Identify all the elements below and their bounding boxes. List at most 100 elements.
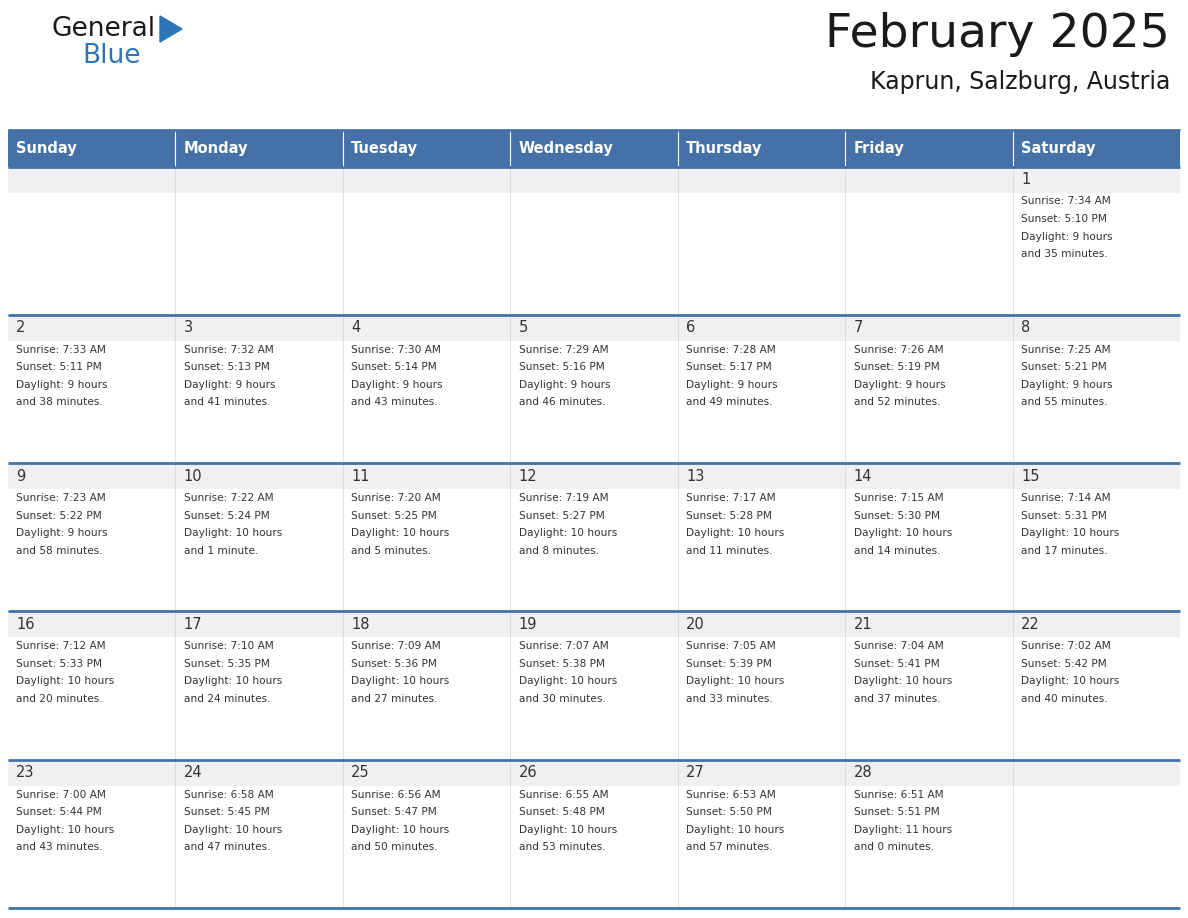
Bar	[1012, 130, 1180, 166]
Text: Daylight: 10 hours: Daylight: 10 hours	[687, 528, 784, 538]
Text: 11: 11	[352, 468, 369, 484]
Bar	[8, 130, 176, 166]
Text: Sunset: 5:16 PM: Sunset: 5:16 PM	[519, 363, 605, 373]
Bar	[8, 611, 176, 637]
Bar	[1012, 463, 1180, 611]
Text: Daylight: 9 hours: Daylight: 9 hours	[352, 380, 443, 390]
Bar	[1012, 760, 1180, 908]
Text: 16: 16	[17, 617, 34, 632]
Text: and 14 minutes.: and 14 minutes.	[853, 545, 940, 555]
Text: Kaprun, Salzburg, Austria: Kaprun, Salzburg, Austria	[870, 70, 1170, 94]
Text: 28: 28	[853, 766, 872, 780]
Text: Sunrise: 7:34 AM: Sunrise: 7:34 AM	[1020, 196, 1111, 207]
Bar	[1012, 166, 1180, 315]
Text: Sunrise: 7:19 AM: Sunrise: 7:19 AM	[519, 493, 608, 503]
Bar	[1012, 315, 1180, 341]
Text: 17: 17	[184, 617, 202, 632]
Text: Daylight: 10 hours: Daylight: 10 hours	[687, 824, 784, 834]
Text: Sunset: 5:11 PM: Sunset: 5:11 PM	[17, 363, 102, 373]
Bar	[677, 760, 845, 908]
Text: Sunrise: 6:58 AM: Sunrise: 6:58 AM	[184, 789, 273, 800]
Text: Sunset: 5:14 PM: Sunset: 5:14 PM	[352, 363, 437, 373]
Text: Sunrise: 7:17 AM: Sunrise: 7:17 AM	[687, 493, 776, 503]
Bar	[1012, 315, 1180, 463]
Text: Sunrise: 7:30 AM: Sunrise: 7:30 AM	[352, 345, 441, 354]
Bar	[511, 463, 677, 611]
Text: Daylight: 10 hours: Daylight: 10 hours	[184, 528, 282, 538]
Text: Sunset: 5:51 PM: Sunset: 5:51 PM	[853, 807, 940, 817]
Text: Daylight: 10 hours: Daylight: 10 hours	[519, 677, 617, 687]
Text: Sunset: 5:28 PM: Sunset: 5:28 PM	[687, 510, 772, 521]
Text: Sunset: 5:48 PM: Sunset: 5:48 PM	[519, 807, 605, 817]
Text: and 43 minutes.: and 43 minutes.	[352, 397, 438, 408]
Text: 9: 9	[17, 468, 26, 484]
Bar	[845, 611, 1012, 760]
Text: Sunrise: 7:04 AM: Sunrise: 7:04 AM	[853, 642, 943, 652]
Text: and 38 minutes.: and 38 minutes.	[17, 397, 103, 408]
Text: Sunrise: 7:23 AM: Sunrise: 7:23 AM	[17, 493, 106, 503]
Bar	[176, 130, 343, 166]
Bar	[1012, 760, 1180, 786]
Text: Sunset: 5:13 PM: Sunset: 5:13 PM	[184, 363, 270, 373]
Bar	[511, 130, 677, 166]
Text: Sunrise: 7:32 AM: Sunrise: 7:32 AM	[184, 345, 273, 354]
Bar	[845, 463, 1012, 611]
Text: Daylight: 10 hours: Daylight: 10 hours	[687, 677, 784, 687]
Text: 22: 22	[1020, 617, 1040, 632]
Text: Sunday: Sunday	[17, 140, 77, 156]
Text: Sunrise: 7:29 AM: Sunrise: 7:29 AM	[519, 345, 608, 354]
Text: Sunrise: 6:56 AM: Sunrise: 6:56 AM	[352, 789, 441, 800]
Text: Daylight: 10 hours: Daylight: 10 hours	[1020, 528, 1119, 538]
Text: Sunset: 5:27 PM: Sunset: 5:27 PM	[519, 510, 605, 521]
Bar	[1012, 611, 1180, 760]
Text: Sunrise: 7:05 AM: Sunrise: 7:05 AM	[687, 642, 776, 652]
Bar	[343, 463, 511, 489]
Text: Sunrise: 7:12 AM: Sunrise: 7:12 AM	[17, 642, 106, 652]
Text: 10: 10	[184, 468, 202, 484]
Bar	[845, 166, 1012, 315]
Text: Sunset: 5:24 PM: Sunset: 5:24 PM	[184, 510, 270, 521]
Text: Daylight: 10 hours: Daylight: 10 hours	[184, 677, 282, 687]
Text: Sunset: 5:41 PM: Sunset: 5:41 PM	[853, 659, 940, 669]
Bar	[8, 611, 176, 760]
Text: Sunset: 5:38 PM: Sunset: 5:38 PM	[519, 659, 605, 669]
Bar	[8, 166, 176, 193]
Text: and 30 minutes.: and 30 minutes.	[519, 694, 606, 704]
Text: and 41 minutes.: and 41 minutes.	[184, 397, 271, 408]
Text: Daylight: 9 hours: Daylight: 9 hours	[1020, 231, 1112, 241]
Text: 13: 13	[687, 468, 704, 484]
Bar	[343, 611, 511, 637]
Text: Daylight: 10 hours: Daylight: 10 hours	[853, 677, 952, 687]
Text: Daylight: 10 hours: Daylight: 10 hours	[1020, 677, 1119, 687]
Bar	[176, 611, 343, 760]
Bar	[677, 315, 845, 341]
Bar	[8, 166, 176, 315]
Text: and 37 minutes.: and 37 minutes.	[853, 694, 940, 704]
Bar	[677, 315, 845, 463]
Bar	[8, 760, 176, 786]
Text: 26: 26	[519, 766, 537, 780]
Bar	[176, 315, 343, 463]
Text: Daylight: 9 hours: Daylight: 9 hours	[17, 380, 108, 390]
Bar	[176, 463, 343, 489]
Bar	[511, 166, 677, 315]
Text: Daylight: 10 hours: Daylight: 10 hours	[17, 824, 114, 834]
Text: Sunrise: 7:02 AM: Sunrise: 7:02 AM	[1020, 642, 1111, 652]
Bar	[511, 760, 677, 908]
Text: and 24 minutes.: and 24 minutes.	[184, 694, 271, 704]
Text: Sunrise: 7:26 AM: Sunrise: 7:26 AM	[853, 345, 943, 354]
Text: and 11 minutes.: and 11 minutes.	[687, 545, 772, 555]
Text: 25: 25	[352, 766, 369, 780]
Bar	[845, 315, 1012, 463]
Text: Sunrise: 7:28 AM: Sunrise: 7:28 AM	[687, 345, 776, 354]
Text: and 53 minutes.: and 53 minutes.	[519, 842, 605, 852]
Bar	[511, 611, 677, 760]
Bar	[511, 611, 677, 637]
Bar	[343, 760, 511, 908]
Text: Daylight: 9 hours: Daylight: 9 hours	[519, 380, 611, 390]
Bar	[677, 611, 845, 760]
Text: Sunset: 5:36 PM: Sunset: 5:36 PM	[352, 659, 437, 669]
Text: and 27 minutes.: and 27 minutes.	[352, 694, 437, 704]
Text: and 47 minutes.: and 47 minutes.	[184, 842, 271, 852]
Text: 1: 1	[1020, 172, 1030, 187]
